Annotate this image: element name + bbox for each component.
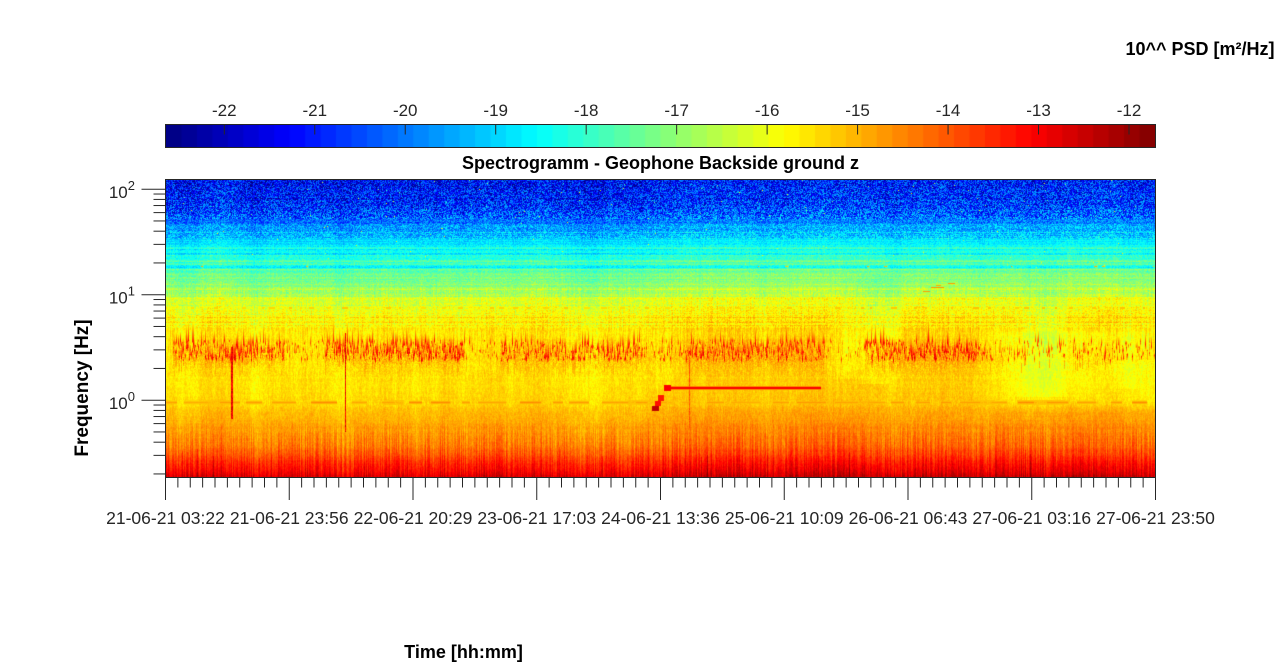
svg-text:Frequency [Hz]: Frequency [Hz] [72,319,93,456]
svg-text:27-06-21 23:50: 27-06-21 23:50 [1096,508,1215,528]
svg-text:-21: -21 [302,101,327,120]
svg-text:25-06-21 10:09: 25-06-21 10:09 [725,508,844,528]
svg-text:-17: -17 [664,101,689,120]
svg-text:24-06-21 13:36: 24-06-21 13:36 [601,508,720,528]
svg-text:22-06-21 20:29: 22-06-21 20:29 [354,508,473,528]
svg-text:100: 100 [109,389,135,413]
svg-text:21-06-21 23:56: 21-06-21 23:56 [230,508,349,528]
svg-text:-16: -16 [755,101,780,120]
svg-text:-14: -14 [936,101,961,120]
svg-text:101: 101 [109,284,135,308]
svg-text:Spectrogramm - Geophone Backsi: Spectrogramm - Geophone Backside ground … [462,153,859,173]
svg-text:26-06-21 06:43: 26-06-21 06:43 [849,508,968,528]
svg-text:-19: -19 [483,101,508,120]
svg-text:-20: -20 [393,101,418,120]
svg-text:-18: -18 [574,101,599,120]
svg-text:Time [hh:mm]: Time [hh:mm] [404,642,523,662]
svg-text:-22: -22 [212,101,237,120]
svg-text:-13: -13 [1026,101,1051,120]
svg-text:102: 102 [109,178,135,202]
svg-text:21-06-21 03:22: 21-06-21 03:22 [106,508,225,528]
svg-text:27-06-21 03:16: 27-06-21 03:16 [972,508,1091,528]
svg-text:-12: -12 [1117,101,1142,120]
svg-text:-15: -15 [845,101,870,120]
svg-text:10^^ PSD [m²/Hz]: 10^^ PSD [m²/Hz] [1125,39,1274,59]
svg-text:23-06-21 17:03: 23-06-21 17:03 [477,508,596,528]
